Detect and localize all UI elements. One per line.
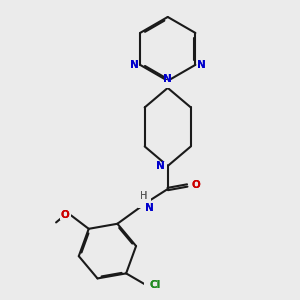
Text: N: N	[145, 203, 153, 213]
Text: H: H	[140, 191, 148, 201]
Bar	[144, 280, 158, 289]
Bar	[139, 196, 151, 208]
Text: H: H	[140, 191, 148, 201]
Text: N: N	[197, 60, 206, 70]
Text: N: N	[145, 203, 153, 213]
Text: O: O	[61, 210, 69, 220]
Text: N: N	[156, 161, 165, 171]
Text: N: N	[164, 74, 172, 84]
Text: O: O	[191, 181, 200, 190]
Bar	[189, 182, 199, 189]
Text: N: N	[197, 60, 206, 70]
Bar	[60, 211, 71, 220]
Text: N: N	[164, 74, 172, 84]
Bar	[197, 60, 208, 69]
Text: N: N	[156, 161, 165, 171]
Text: O: O	[191, 181, 200, 190]
Bar	[163, 80, 173, 88]
Text: O: O	[61, 210, 69, 220]
Bar	[128, 60, 138, 69]
Bar	[158, 162, 167, 170]
Text: Cl: Cl	[149, 280, 160, 290]
Text: N: N	[130, 60, 138, 70]
Text: Cl: Cl	[149, 280, 160, 290]
Text: N: N	[130, 60, 138, 70]
